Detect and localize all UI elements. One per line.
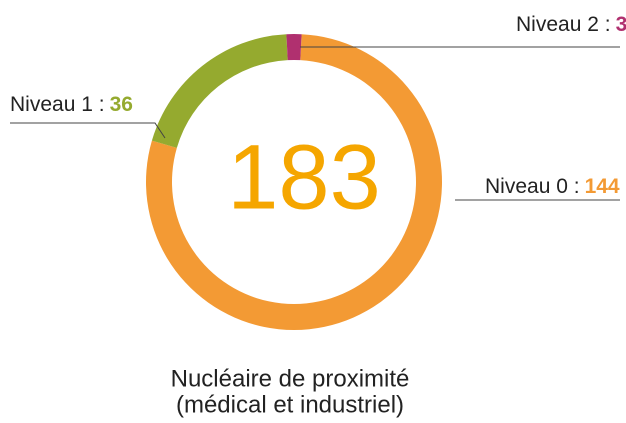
slice-label: Niveau 0 :144 <box>485 175 620 198</box>
total: 183 <box>227 126 381 228</box>
donut-slice <box>151 34 288 148</box>
slice-label-name: Niveau 0 : <box>485 175 580 198</box>
slice-value: 36 <box>110 93 133 116</box>
slice-value: 144 <box>585 175 620 198</box>
slice-label: Niveau 1 :36 <box>10 93 133 116</box>
leader-line <box>10 122 166 139</box>
slice-value: 3 <box>616 13 626 36</box>
slices <box>145 34 442 330</box>
slice-label-name: Niveau 1 : <box>10 93 105 116</box>
chart-title: Nucléaire de proximité <box>171 365 410 392</box>
donut-slice <box>286 34 302 61</box>
chart-title: (médical et industriel) <box>176 391 404 418</box>
slice-label: Niveau 2 :3 <box>516 13 626 36</box>
slice-label-name: Niveau 2 : <box>516 13 611 36</box>
